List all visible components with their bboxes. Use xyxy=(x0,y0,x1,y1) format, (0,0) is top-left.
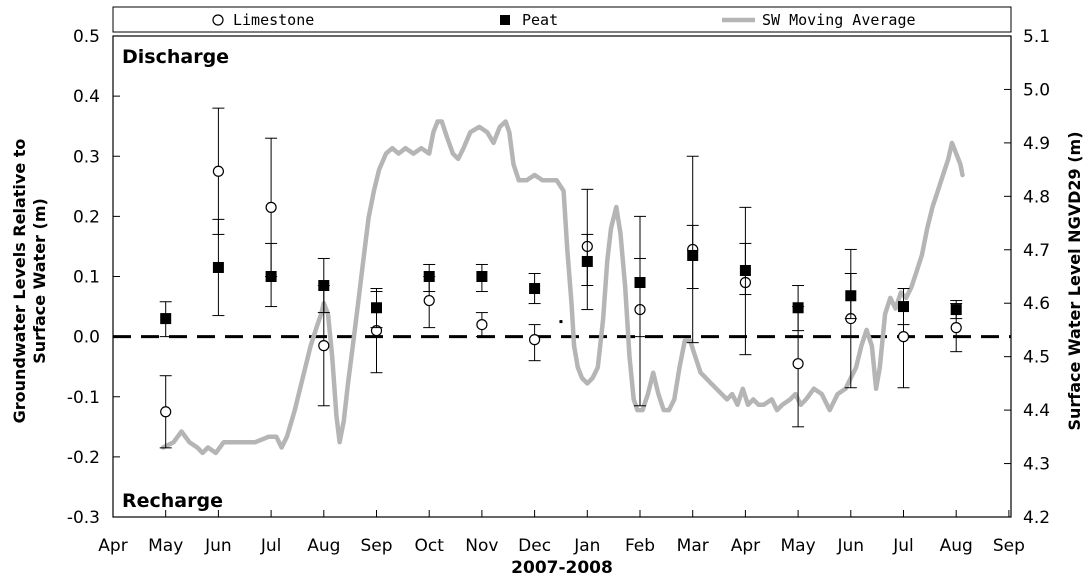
limestone-point xyxy=(897,331,910,343)
y2-axis-title-text: Surface Water Level NGVD29 (m) xyxy=(1065,131,1084,430)
peat-point xyxy=(371,302,382,314)
bottom-tick-label: May xyxy=(781,536,816,556)
legend: Limestone Peat SW Moving Average xyxy=(112,6,1012,33)
right-tick-label: 5.1 xyxy=(1023,27,1050,47)
left-tick-label: 0.2 xyxy=(73,207,100,227)
left-tick-label: 0.1 xyxy=(73,268,100,288)
legend-peat-label: Peat xyxy=(522,11,558,29)
bottom-tick-label: May xyxy=(148,536,183,556)
left-tick-label: -0.2 xyxy=(67,448,100,468)
right-tick-label: 5.0 xyxy=(1023,80,1050,100)
limestone-point xyxy=(318,340,330,352)
peat-point xyxy=(845,290,857,302)
bottom-tick-label: Apr xyxy=(98,536,127,556)
bottom-tick-label: Jun xyxy=(204,536,232,556)
limestone-point xyxy=(423,294,435,307)
bottom-tick-label: Oct xyxy=(414,536,444,556)
right-tick-label: 4.6 xyxy=(1023,294,1050,314)
left-tick-label: 0.3 xyxy=(73,147,100,167)
y-axis-title-line-1: Groundwater Levels Relative to xyxy=(10,139,29,424)
right-tick-label: 4.4 xyxy=(1023,401,1050,421)
series-layer xyxy=(159,107,965,456)
bottom-tick-label: Nov xyxy=(465,536,498,556)
bottom-tick-label: Jul xyxy=(260,536,282,556)
peat-series xyxy=(159,218,963,338)
bottom-tick-label: Aug xyxy=(940,536,973,556)
left-tick-label: 0.5 xyxy=(73,27,100,47)
peat-point xyxy=(160,313,172,325)
right-tick-label: 4.5 xyxy=(1023,348,1050,368)
peat-point xyxy=(265,271,277,282)
legend-limestone-label: Limestone xyxy=(233,11,314,29)
y2-axis-title: Surface Water Level NGVD29 (m) xyxy=(1065,131,1084,430)
right-tick-label: 4.3 xyxy=(1023,455,1050,475)
peat-point xyxy=(898,301,909,313)
bottom-tick-label: Feb xyxy=(625,536,655,556)
limestone-point xyxy=(265,201,277,213)
annotation-discharge: Discharge xyxy=(122,46,229,68)
right-tick-label: 4.8 xyxy=(1023,187,1050,207)
limestone-point xyxy=(476,319,488,331)
stray-dot xyxy=(559,320,563,324)
peat-point xyxy=(423,271,435,282)
peat-point xyxy=(792,302,804,314)
right-tick-label: 4.9 xyxy=(1023,134,1050,154)
peat-point xyxy=(687,249,699,261)
peat-point xyxy=(529,283,541,295)
limestone-point xyxy=(792,358,804,370)
peat-point xyxy=(212,261,224,273)
peat-point xyxy=(950,304,962,316)
peat-point xyxy=(476,271,488,282)
peat-point xyxy=(581,255,593,267)
right-tick-label: 4.2 xyxy=(1023,508,1050,528)
left-tick-label: -0.1 xyxy=(67,388,100,408)
bottom-tick-label: Dec xyxy=(518,536,551,556)
bottom-tick-label: Jan xyxy=(573,536,600,556)
peat-point xyxy=(739,264,751,276)
limestone-point xyxy=(212,165,224,177)
bottom-tick-label: Jul xyxy=(892,536,914,556)
annotation-recharge: Recharge xyxy=(122,490,223,512)
limestone-point xyxy=(528,334,541,346)
legend-sw-label: SW Moving Average xyxy=(762,11,916,29)
left-tick-label: 0.4 xyxy=(73,87,100,107)
left-tick-label: 0.0 xyxy=(73,328,100,348)
left-axis-ticks: 0.5 0.4 0.3 0.2 0.1 0.0 -0.1 -0.2 -0.3 xyxy=(67,27,120,528)
limestone-point xyxy=(950,322,962,334)
left-tick-label: -0.3 xyxy=(67,508,100,528)
right-tick-label: 4.7 xyxy=(1023,241,1050,261)
legend-limestone-marker xyxy=(212,14,224,26)
peat-point xyxy=(634,277,646,289)
bottom-axis-ticks: Apr May Jun Jul Aug Sep Oct Nov Dec Jan Feb Mar Apr M… xyxy=(98,510,1025,556)
bottom-tick-label: Apr xyxy=(731,536,760,556)
right-axis-ticks: 5.1 5.0 4.9 4.8 4.7 4.6 4.5 4.4 4.3 4.2 xyxy=(1004,27,1050,528)
bottom-tick-label: Mar xyxy=(677,536,709,556)
y-axis-title-line-2: Surface Water (m) xyxy=(30,198,49,364)
legend-box xyxy=(112,6,1012,33)
y-axis-title: Groundwater Levels Relative to Surface W… xyxy=(10,139,49,424)
bottom-tick-label: Aug xyxy=(307,536,340,556)
bottom-tick-label: Sep xyxy=(360,536,392,556)
peat-point xyxy=(318,280,330,292)
legend-peat-marker xyxy=(500,15,510,25)
bottom-tick-label: Jun xyxy=(837,536,865,556)
limestone-point xyxy=(160,406,172,418)
x-axis-title: 2007-2008 xyxy=(511,558,613,578)
bottom-tick-label: Sep xyxy=(993,536,1025,556)
